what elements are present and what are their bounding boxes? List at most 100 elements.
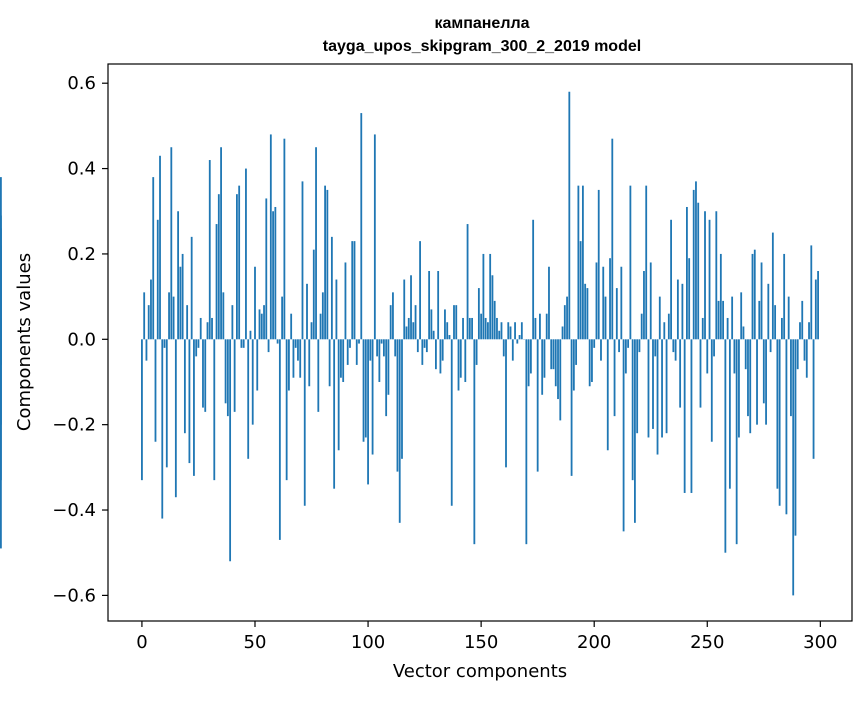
y-axis-label: Components values [14, 253, 35, 431]
bar [385, 339, 387, 416]
bar [182, 254, 184, 339]
bar [679, 339, 681, 407]
y-tick-label: −0.2 [52, 415, 96, 436]
bar [489, 254, 491, 339]
bar [281, 297, 283, 340]
bar [367, 339, 369, 484]
bar [311, 322, 313, 339]
bar [175, 339, 177, 497]
bar [496, 318, 498, 339]
bar [333, 339, 335, 488]
bar [421, 339, 423, 365]
bar [507, 322, 509, 339]
bar [155, 339, 157, 441]
bar [415, 305, 417, 339]
bar [813, 339, 815, 459]
bar [408, 318, 410, 339]
bar [650, 262, 652, 339]
bar [308, 339, 310, 386]
bar [539, 314, 541, 340]
bar [202, 339, 204, 407]
bar [331, 237, 333, 339]
bar [446, 322, 448, 339]
bar [399, 339, 401, 523]
bar [806, 339, 808, 377]
bar [729, 339, 731, 488]
bar [376, 339, 378, 356]
bar [336, 280, 338, 340]
bar [252, 339, 254, 424]
bar [688, 258, 690, 339]
bar [256, 339, 258, 390]
bar [467, 224, 469, 339]
bar [632, 339, 634, 480]
bar [295, 339, 297, 348]
bar [564, 305, 566, 339]
bar [487, 322, 489, 339]
bar [645, 186, 647, 340]
bar [302, 181, 304, 339]
bar [437, 271, 439, 339]
bar [749, 339, 751, 433]
bar [209, 160, 211, 339]
bar [596, 262, 598, 339]
bar [236, 194, 238, 339]
bar [401, 339, 403, 459]
bar [734, 339, 736, 373]
x-tick-label: 150 [464, 632, 498, 653]
bar [553, 339, 555, 369]
bar [706, 339, 708, 373]
bar [681, 284, 683, 339]
bar [482, 254, 484, 339]
bar [254, 267, 256, 340]
bar [458, 339, 460, 390]
bar [684, 339, 686, 493]
bar [634, 339, 636, 523]
bar [394, 339, 396, 356]
bar [410, 275, 412, 339]
bar [754, 250, 756, 340]
bar [453, 305, 455, 339]
x-tick-label: 250 [690, 632, 724, 653]
bar [476, 339, 478, 365]
bar [342, 339, 344, 382]
bar [767, 284, 769, 339]
bar [390, 305, 392, 339]
bar [620, 267, 622, 340]
bar [715, 211, 717, 339]
bar [559, 339, 561, 420]
bar [234, 339, 236, 412]
bar [743, 326, 745, 339]
bar [440, 339, 442, 373]
bar [670, 220, 672, 340]
bar [229, 339, 231, 561]
bar [614, 339, 616, 416]
bar [562, 326, 564, 339]
bar [654, 339, 656, 356]
chart-title: кампанелла [434, 15, 529, 32]
bar [0, 339, 2, 548]
bar [697, 203, 699, 340]
bar [177, 211, 179, 339]
bar [605, 297, 607, 340]
bar [193, 339, 195, 476]
bar [349, 339, 351, 348]
bar [306, 284, 308, 339]
bar [571, 339, 573, 476]
bar [537, 339, 539, 471]
bar [313, 250, 315, 340]
bar [270, 134, 272, 339]
bar [598, 190, 600, 339]
bar [702, 318, 704, 339]
bar [494, 301, 496, 339]
y-tick-label: 0.2 [67, 244, 96, 265]
bar [761, 262, 763, 339]
bar [530, 339, 532, 373]
bar [419, 241, 421, 339]
bar [505, 339, 507, 467]
bar [173, 297, 175, 340]
bar [765, 339, 767, 424]
bar [424, 339, 426, 348]
bar [170, 147, 172, 339]
bar [720, 254, 722, 339]
